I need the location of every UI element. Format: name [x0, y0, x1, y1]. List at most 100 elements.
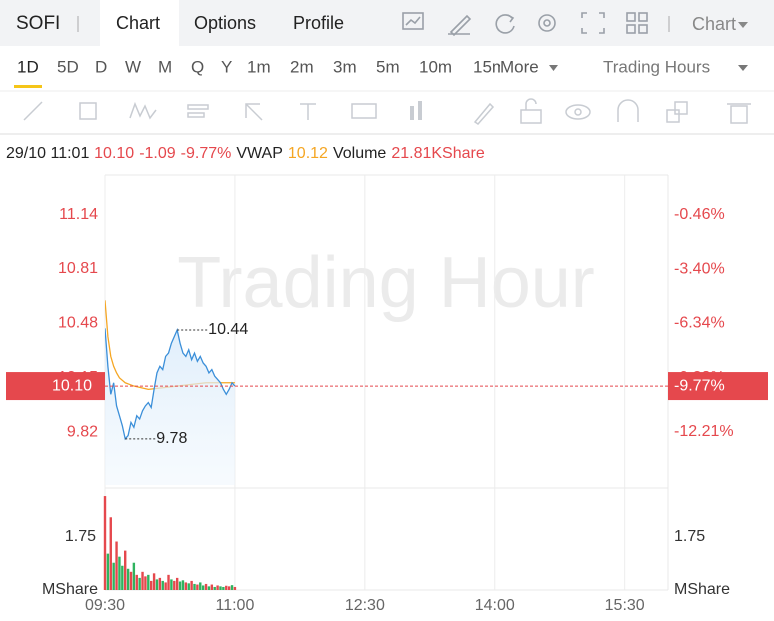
tab[interactable]: Chart: [116, 13, 160, 33]
volume-bar: [112, 562, 115, 590]
volume-unit: MShare: [674, 581, 730, 598]
price-area: [105, 328, 235, 485]
y2-tick-label: -12.21%: [674, 423, 734, 440]
volume-bar: [167, 574, 170, 590]
chart: Trading Hour 09:30 11:00 12:30 14:00 15:30 9.…: [6, 174, 768, 614]
volume-bar: [147, 574, 150, 590]
volume-bar: [109, 517, 112, 590]
ticker: SOFI: [16, 13, 60, 34]
x-tick-label: 15:30: [605, 597, 645, 614]
volume-bar: [118, 556, 121, 590]
quote-price: 10.10: [94, 145, 134, 162]
volume-bar: [175, 577, 179, 590]
volume-bar: [155, 579, 159, 590]
period-row: 1D 5D D W M Q Y 1m 2m 3m 5m 10m 15m: [17, 57, 506, 76]
period[interactable]: 15m: [473, 57, 506, 76]
last-price-label: 10.10: [52, 377, 92, 394]
volume-bar: [193, 583, 196, 590]
period[interactable]: 10m: [419, 57, 452, 76]
y2-tick-label: -6.34%: [674, 315, 725, 332]
y2-tick-label: -3.40%: [674, 260, 725, 277]
volume-bar: [230, 585, 234, 590]
y-tick-label: 11.14: [59, 206, 98, 223]
drawing-toolbar[interactable]: [23, 98, 751, 125]
annotation-label: 9.78: [156, 430, 187, 447]
period-underline: [14, 85, 42, 88]
chart-menu[interactable]: Chart: [692, 14, 736, 34]
volume-unit: MShare: [42, 581, 98, 598]
period[interactable]: 5D: [57, 57, 79, 76]
y-tick-label: 9.82: [67, 423, 98, 440]
volume-bar: [115, 541, 118, 590]
more-menu[interactable]: More: [500, 57, 539, 76]
vwap-value: 10.12: [288, 145, 328, 162]
volume-bar: [144, 576, 147, 590]
annotation-label: 10.44: [208, 321, 248, 338]
volume-bar: [164, 582, 167, 590]
top-icons[interactable]: [402, 12, 648, 37]
session-menu[interactable]: Trading Hours: [603, 57, 710, 76]
x-tick-label: 09:30: [85, 597, 125, 614]
tab[interactable]: Options: [194, 13, 256, 33]
volume-bar: [181, 580, 185, 590]
x-tick-label: 14:00: [475, 597, 515, 614]
volume-bar: [196, 584, 199, 590]
y-tick-label: 10.48: [58, 315, 98, 332]
volume-bar: [225, 585, 228, 590]
volume-bar: [210, 584, 214, 590]
volume-bar: [178, 581, 182, 590]
last-price-badge: [6, 372, 105, 401]
period[interactable]: 3m: [333, 57, 357, 76]
quote-change-pct: -9.77%: [181, 145, 232, 162]
volume-bar: [173, 580, 176, 590]
period[interactable]: 2m: [290, 57, 314, 76]
caret: [738, 65, 748, 71]
volume-bar: [158, 577, 162, 590]
volume-bar: [190, 580, 193, 590]
vwap-label: VWAP: [236, 145, 283, 162]
period[interactable]: D: [95, 57, 107, 76]
volume-tick-label: 1.75: [674, 528, 705, 545]
last-pct-badge: [668, 372, 768, 401]
period[interactable]: 1m: [247, 57, 271, 76]
period[interactable]: Y: [221, 57, 232, 76]
volume-bar: [170, 579, 173, 590]
volume-bar: [216, 585, 219, 590]
volume-bar: [149, 580, 153, 590]
tab[interactable]: Profile: [293, 13, 344, 33]
period[interactable]: 1D: [17, 57, 39, 76]
volume-bar: [233, 586, 237, 590]
volume-bar: [187, 583, 190, 590]
volume-bar: [138, 577, 141, 590]
price-line: [105, 327, 236, 441]
caret: [738, 22, 748, 28]
volume-bar: [199, 582, 202, 590]
quote-line: 29/10 11:01 10.10 -1.09 -9.77% VWAP 10.12 Volu…: [6, 145, 485, 162]
volume-bar: [141, 571, 144, 590]
volume-bar: [184, 582, 188, 590]
volume-tick-label: 1.75: [65, 528, 96, 545]
volume-bar: [124, 550, 127, 590]
active-tab[interactable]: [100, 0, 179, 46]
y2-tick-label: -0.46%: [674, 206, 725, 223]
period[interactable]: Q: [191, 57, 204, 76]
quote-change: -1.09: [139, 145, 176, 162]
volume-value: 21.81KShare: [391, 145, 485, 162]
volume-bar: [219, 586, 222, 590]
volume-bar: [222, 586, 225, 590]
volume-bar: [161, 580, 164, 590]
volume-label: Volume: [333, 145, 386, 162]
volume-bar: [121, 565, 124, 590]
y-tick-label: 10.81: [58, 260, 98, 277]
period[interactable]: W: [125, 57, 141, 76]
volume-bar: [213, 586, 216, 590]
volume-bar: [152, 573, 156, 590]
caret: [549, 65, 558, 71]
last-pct-label: -9.77%: [674, 377, 725, 394]
volume-bar: [106, 553, 110, 590]
period[interactable]: M: [158, 57, 172, 76]
volume-bar: [126, 568, 130, 590]
period[interactable]: 5m: [376, 57, 400, 76]
